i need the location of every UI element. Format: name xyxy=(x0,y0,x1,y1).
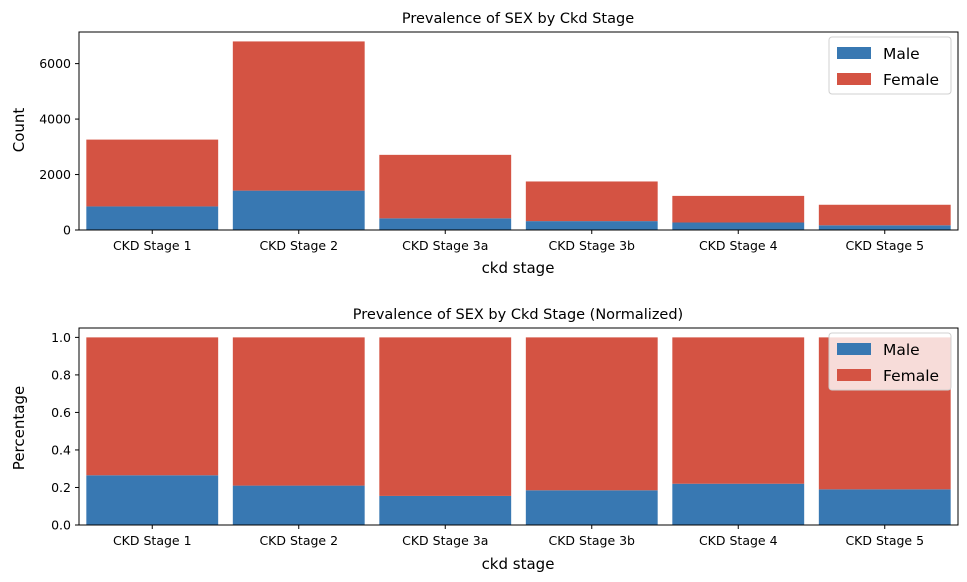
legend: Male Female xyxy=(828,332,952,391)
y-tick-label: 0.4 xyxy=(51,442,71,457)
x-ticks: CKD Stage 1 CKD Stage 2 CKD Stage 3a CKD St… xyxy=(113,525,924,548)
bar-male-ckd-stage-5 xyxy=(818,225,951,230)
bar-male-ckd-stage-4 xyxy=(672,222,805,230)
bar-female-ckd-stage-1 xyxy=(86,337,219,476)
x-tick-label: CKD Stage 3a xyxy=(402,238,488,253)
chart-title: Prevalence of SEX by Ckd Stage xyxy=(402,11,634,27)
x-tick-label: CKD Stage 2 xyxy=(259,238,338,253)
legend-swatch-female xyxy=(837,73,871,85)
bar-female-ckd-stage-2 xyxy=(232,41,365,191)
x-axis-label: ckd stage xyxy=(482,259,555,277)
y-tick-label: 0.6 xyxy=(51,405,71,420)
legend: Male Female xyxy=(828,36,952,95)
bar-female-ckd-stage-3b xyxy=(525,337,658,491)
bar-female-ckd-stage-2 xyxy=(232,337,365,486)
bar-male-ckd-stage-1 xyxy=(86,206,219,230)
count-chart: Prevalence of SEX by Ckd Stage ckd stage… xyxy=(10,11,959,277)
bar-male-ckd-stage-3b xyxy=(525,490,658,525)
bar-female-ckd-stage-5 xyxy=(818,204,951,226)
bars xyxy=(86,41,951,230)
x-tick-label: CKD Stage 4 xyxy=(699,533,778,548)
x-ticks: CKD Stage 1 CKD Stage 2 CKD Stage 3a CKD St… xyxy=(113,230,924,253)
y-axis-label: Count xyxy=(10,108,28,153)
y-tick-label: 0.8 xyxy=(51,367,71,382)
bar-male-ckd-stage-4 xyxy=(672,483,805,525)
legend-label-male: Male xyxy=(883,341,920,359)
y-tick-label: 0.2 xyxy=(51,480,71,495)
x-axis-label: ckd stage xyxy=(482,555,555,573)
y-tick-label: 0.0 xyxy=(51,518,71,533)
y-ticks: 0 2000 4000 6000 xyxy=(39,56,79,238)
x-tick-label: CKD Stage 5 xyxy=(845,238,924,253)
x-tick-label: CKD Stage 1 xyxy=(113,238,192,253)
x-tick-label: CKD Stage 3a xyxy=(402,533,488,548)
bars xyxy=(86,337,951,525)
bar-female-ckd-stage-4 xyxy=(672,337,805,484)
bar-female-ckd-stage-1 xyxy=(86,139,219,207)
legend-label-female: Female xyxy=(883,367,939,385)
y-axis-label: Percentage xyxy=(10,386,28,470)
bar-male-ckd-stage-3a xyxy=(379,495,512,525)
y-tick-label: 0 xyxy=(63,223,71,238)
plot-frame xyxy=(78,327,959,526)
bar-female-ckd-stage-3a xyxy=(379,154,512,219)
y-ticks: 0.0 0.2 0.4 0.6 0.8 1.0 xyxy=(51,330,79,533)
y-tick-label: 1.0 xyxy=(51,330,71,345)
bar-female-ckd-stage-3b xyxy=(525,181,658,222)
normalized-chart: Prevalence of SEX by Ckd Stage (Normaliz… xyxy=(10,307,959,573)
x-tick-label: CKD Stage 2 xyxy=(259,533,338,548)
bar-male-ckd-stage-3b xyxy=(525,221,658,230)
legend-label-male: Male xyxy=(883,45,920,63)
x-tick-label: CKD Stage 3b xyxy=(548,533,635,548)
bar-female-ckd-stage-4 xyxy=(672,195,805,223)
legend-label-female: Female xyxy=(883,71,939,89)
plot-frame xyxy=(78,31,959,231)
x-tick-label: CKD Stage 4 xyxy=(699,238,778,253)
legend-swatch-male xyxy=(837,343,871,355)
legend-swatch-male xyxy=(837,47,871,59)
x-tick-label: CKD Stage 5 xyxy=(845,533,924,548)
y-tick-label: 2000 xyxy=(39,167,71,182)
bar-male-ckd-stage-2 xyxy=(232,485,365,525)
y-tick-label: 4000 xyxy=(39,112,71,127)
legend-swatch-female xyxy=(837,369,871,381)
bar-male-ckd-stage-5 xyxy=(818,489,951,525)
bar-male-ckd-stage-3a xyxy=(379,218,512,230)
chart-title: Prevalence of SEX by Ckd Stage (Normaliz… xyxy=(353,307,683,323)
bar-male-ckd-stage-2 xyxy=(232,190,365,230)
bar-female-ckd-stage-3a xyxy=(379,337,512,496)
x-tick-label: CKD Stage 3b xyxy=(548,238,635,253)
y-tick-label: 6000 xyxy=(39,56,71,71)
x-tick-label: CKD Stage 1 xyxy=(113,533,192,548)
bar-male-ckd-stage-1 xyxy=(86,475,219,525)
